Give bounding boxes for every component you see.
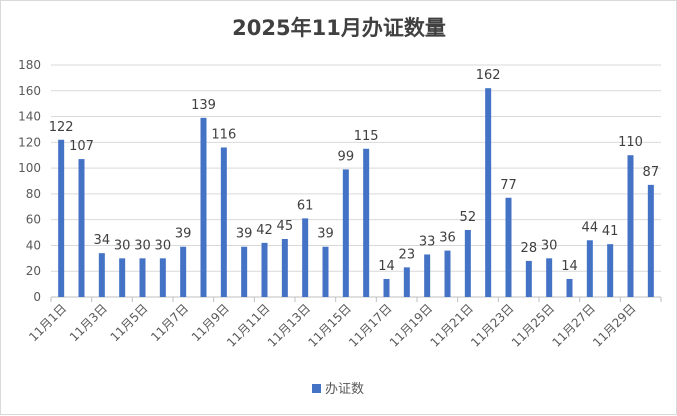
- legend-label: 办证数: [325, 382, 364, 397]
- bar: [302, 218, 309, 297]
- x-tick-label: 11月27日: [549, 301, 597, 349]
- bar: [78, 159, 85, 297]
- x-tick-label: 11月13日: [265, 301, 313, 349]
- data-label: 115: [354, 129, 379, 144]
- data-label: 28: [521, 241, 538, 256]
- bar: [139, 258, 146, 297]
- data-label: 42: [256, 223, 273, 238]
- x-tick-label: 11月23日: [468, 301, 516, 349]
- bar: [322, 246, 329, 297]
- bar: [566, 278, 573, 297]
- axes: 02040608010012014016018011月1日11月3日11月5日1…: [18, 58, 662, 350]
- bar: [444, 250, 451, 297]
- bar: [200, 117, 207, 297]
- data-label: 122: [49, 120, 74, 135]
- data-label: 39: [175, 227, 192, 242]
- bar: [119, 258, 126, 297]
- data-label: 14: [561, 259, 578, 274]
- x-tick-label: 11月1日: [26, 301, 69, 344]
- data-label: 44: [582, 220, 599, 235]
- x-tick-label: 11月5日: [108, 301, 151, 344]
- bar: [586, 240, 593, 297]
- bar: [383, 278, 390, 297]
- bar: [159, 258, 166, 297]
- bar: [180, 246, 187, 297]
- x-tick-label: 11月25日: [509, 301, 557, 349]
- data-label: 30: [114, 238, 131, 253]
- data-label: 77: [500, 178, 517, 193]
- bar: [607, 244, 614, 297]
- bar: [363, 148, 370, 297]
- bar: [58, 139, 65, 297]
- bar: [281, 239, 288, 297]
- data-label: 41: [602, 224, 619, 239]
- bar: [505, 197, 512, 297]
- gridlines: [51, 64, 661, 272]
- y-tick-label: 100: [18, 161, 41, 175]
- bar: [525, 260, 532, 297]
- y-tick-label: 80: [26, 187, 41, 201]
- bar: [241, 246, 248, 297]
- data-label: 116: [211, 127, 236, 142]
- bar: [627, 155, 634, 297]
- y-tick-label: 0: [33, 290, 41, 304]
- bars: [58, 88, 654, 297]
- x-tick-label: 11月15日: [305, 301, 353, 349]
- y-tick-label: 180: [18, 58, 41, 72]
- y-tick-label: 160: [18, 84, 41, 98]
- bar: [424, 254, 431, 297]
- bar: [403, 267, 410, 297]
- bar: [261, 242, 268, 297]
- data-label: 99: [338, 149, 355, 164]
- y-tick-label: 60: [26, 213, 41, 227]
- x-tick-label: 11月11日: [224, 301, 272, 349]
- data-label: 107: [69, 139, 94, 154]
- bar: [647, 184, 654, 297]
- data-label: 23: [399, 247, 416, 262]
- y-tick-label: 40: [26, 238, 41, 252]
- x-tick-label: 11月19日: [387, 301, 435, 349]
- data-label: 139: [191, 98, 216, 113]
- data-label: 34: [94, 233, 111, 248]
- data-label: 33: [419, 234, 436, 249]
- legend-swatch: [312, 384, 321, 393]
- data-label: 30: [155, 238, 172, 253]
- y-tick-label: 20: [26, 264, 41, 278]
- data-label: 162: [476, 68, 501, 83]
- bar: [464, 229, 471, 297]
- data-label: 14: [378, 259, 395, 274]
- legend: 办证数: [312, 382, 364, 397]
- data-label: 30: [134, 238, 151, 253]
- x-tick-label: 11月7日: [148, 301, 191, 344]
- x-tick-label: 11月29日: [590, 301, 638, 349]
- data-label: 61: [297, 198, 314, 213]
- data-label: 30: [541, 238, 558, 253]
- y-tick-label: 140: [18, 110, 41, 124]
- bar: [342, 169, 349, 297]
- data-label: 39: [236, 227, 253, 242]
- data-label: 45: [277, 219, 294, 234]
- bar: [485, 88, 492, 297]
- x-tick-label: 11月21日: [427, 301, 475, 349]
- data-label: 39: [317, 227, 334, 242]
- x-tick-label: 11月3日: [67, 301, 110, 344]
- data-label: 36: [439, 231, 456, 246]
- x-tick-label: 11月17日: [346, 301, 394, 349]
- data-label: 52: [460, 210, 477, 225]
- bar: [98, 253, 105, 297]
- bar: [220, 147, 227, 297]
- data-label: 110: [618, 135, 643, 150]
- chart-title: 2025年11月办证数量: [232, 16, 446, 40]
- y-tick-label: 120: [18, 135, 41, 149]
- data-label: 87: [643, 165, 660, 180]
- bar: [546, 258, 553, 297]
